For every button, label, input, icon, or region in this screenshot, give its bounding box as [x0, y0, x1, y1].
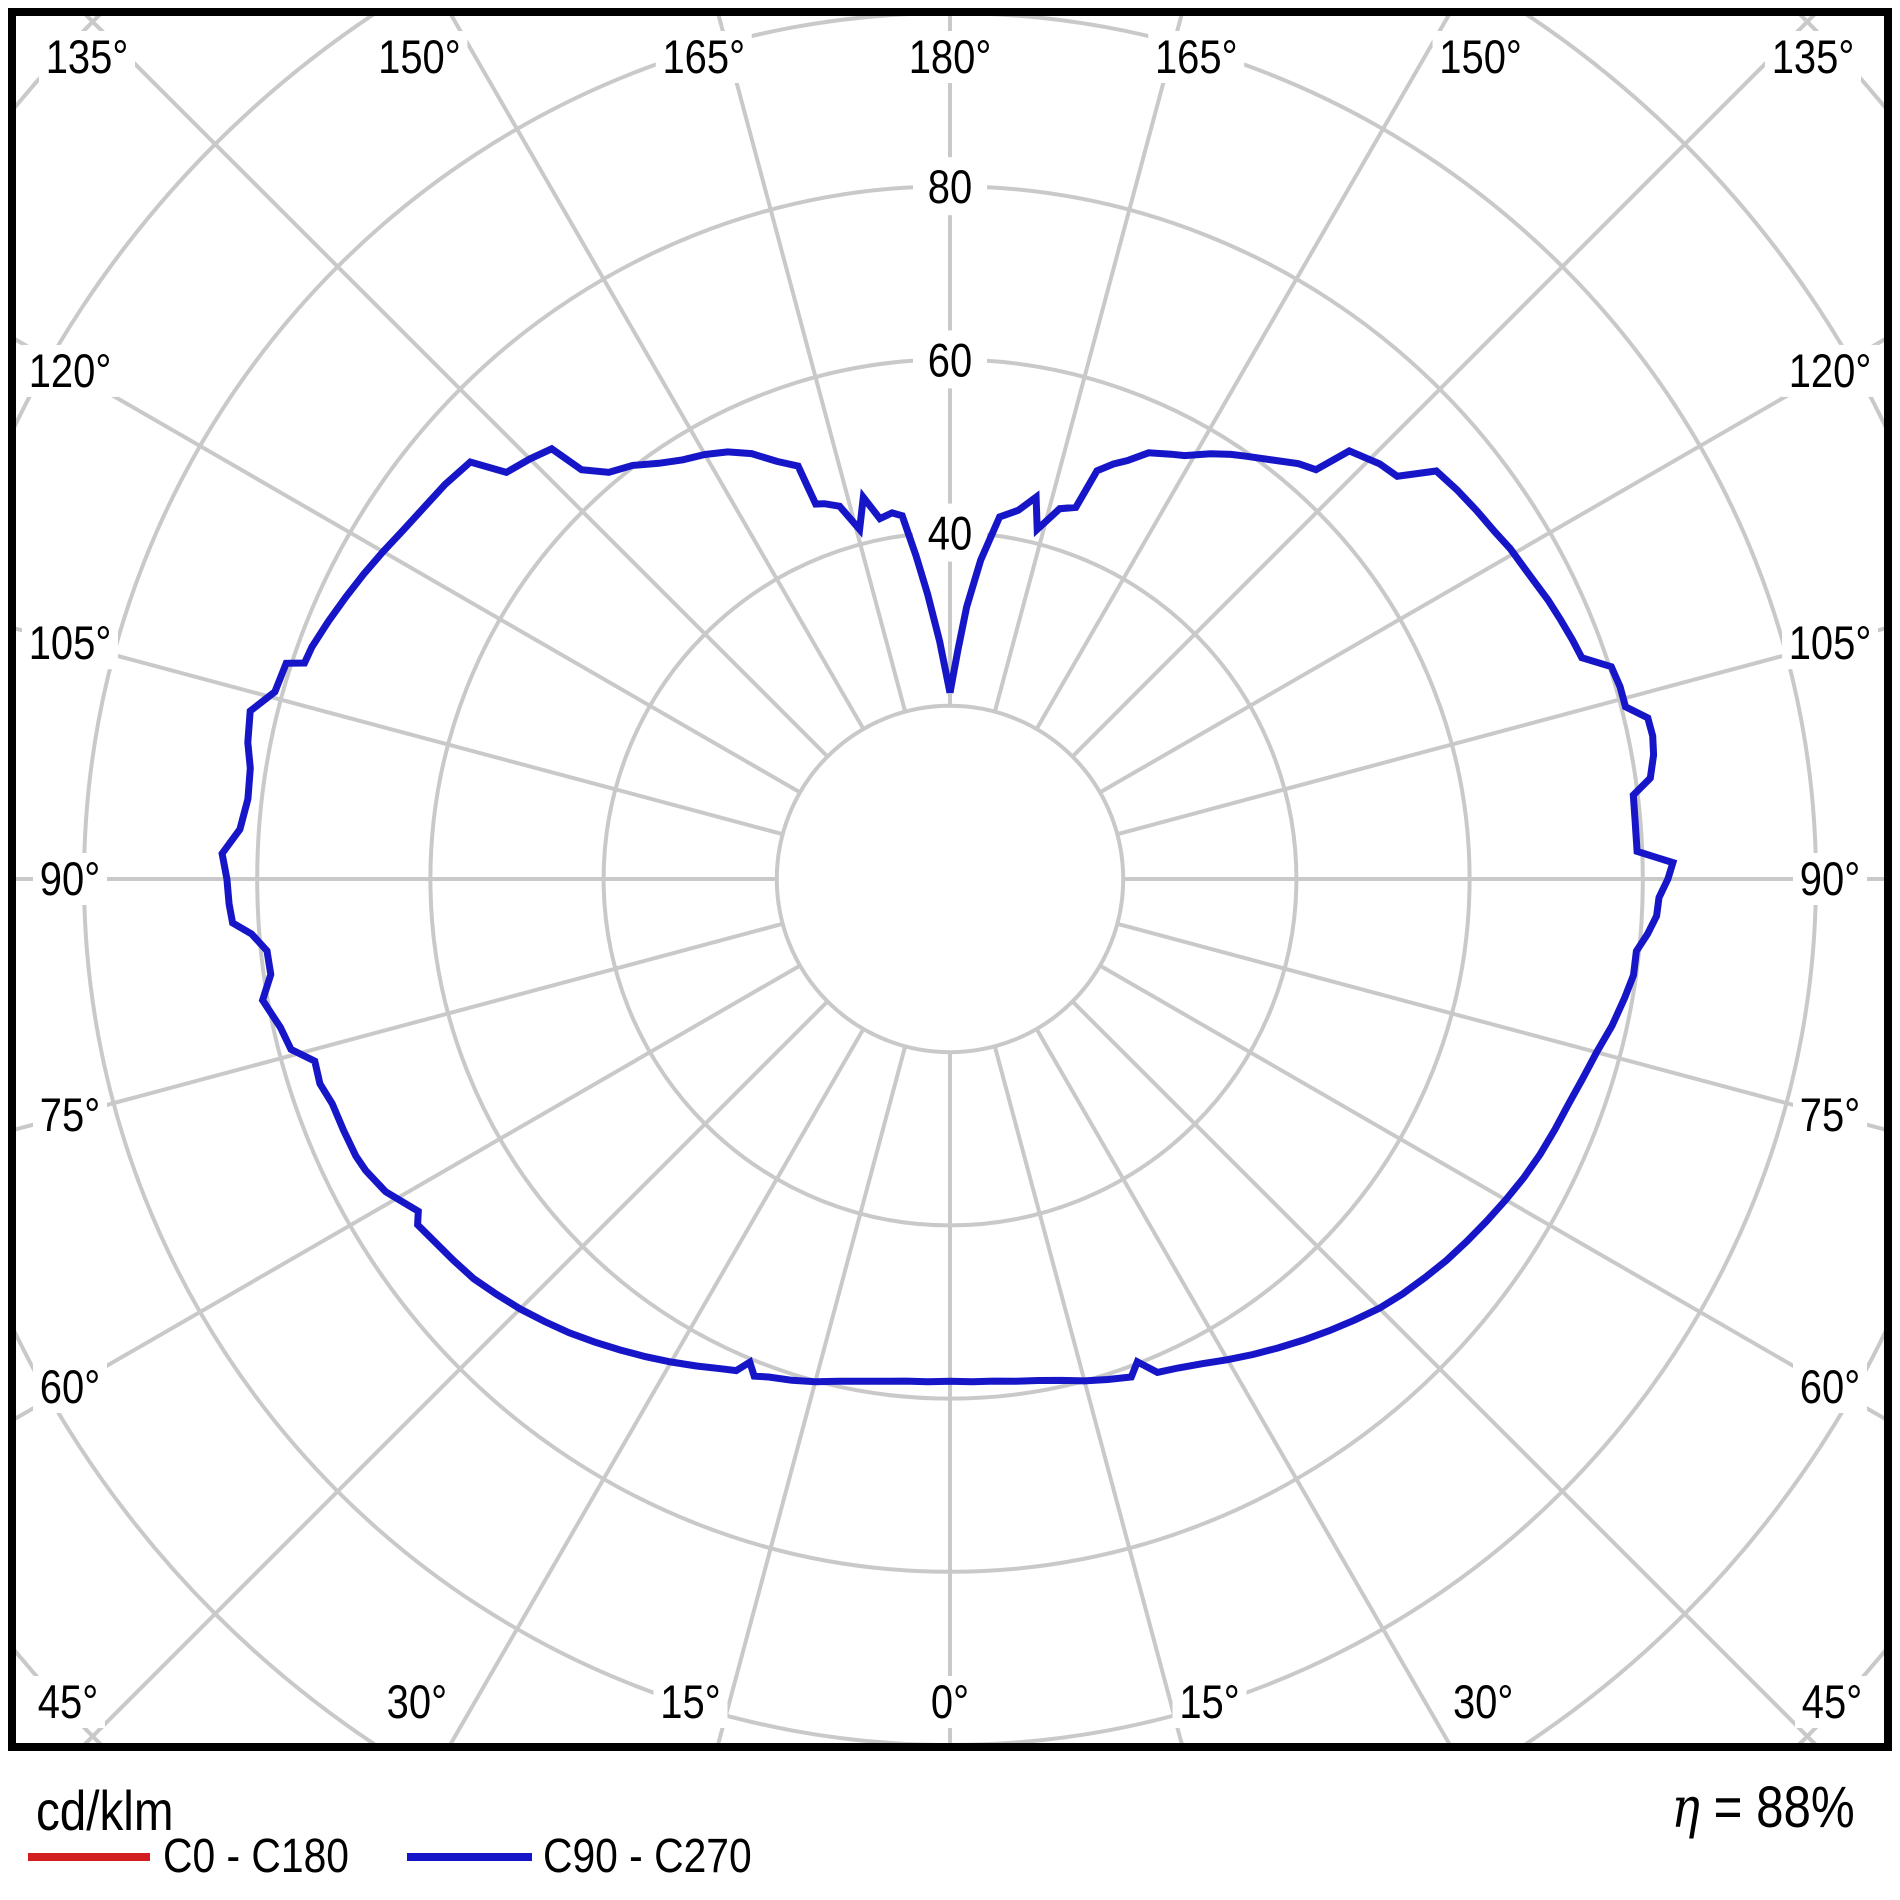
label-gap: [1782, 344, 1878, 397]
label-gap: [33, 853, 107, 905]
label-gap: [655, 31, 752, 83]
angle-label-90-left: 90°: [40, 854, 100, 906]
label-gap: [33, 1361, 107, 1414]
label-gap: [1782, 617, 1878, 670]
legend-line-c90-c270: [407, 1853, 532, 1861]
grid-spoke-300: [15, 963, 802, 1422]
angle-label-15-left: 15°: [660, 1677, 720, 1729]
grid-circle-20: [774, 703, 1126, 1055]
label-gap: [913, 330, 987, 389]
label-gap: [33, 1088, 107, 1141]
grid-spoke-60: [1098, 963, 1885, 1422]
label-gap: [1793, 853, 1867, 905]
label-gap: [1793, 1088, 1867, 1141]
grid-spoke-225: [83, 15, 829, 758]
grid-spoke-45: [1071, 1000, 1818, 1744]
label-gap: [913, 503, 987, 562]
efficiency-label: η = 88%: [1639, 1774, 1855, 1841]
grid-spoke-330: [448, 1027, 866, 1744]
grid-spoke-255: [15, 626, 784, 837]
radial-tick-80: 80: [928, 162, 972, 214]
grid-spoke-75: [1116, 921, 1885, 1132]
grid-spoke-315: [82, 1000, 829, 1744]
label-gap: [1446, 1676, 1521, 1728]
angle-label-75-left: 75°: [40, 1090, 100, 1142]
eta-symbol: η: [1671, 1776, 1701, 1841]
label-gap: [902, 31, 998, 83]
grid-spoke-120: [1098, 336, 1885, 795]
label-gap: [22, 344, 118, 397]
angle-label-165-right: 165°: [1155, 32, 1238, 84]
grid-spoke-135: [1071, 15, 1817, 758]
label-gap: [653, 1676, 728, 1728]
eta-value: = 88%: [1713, 1775, 1855, 1840]
label-gap: [1148, 31, 1245, 83]
label-gap: [1172, 1676, 1247, 1728]
angle-label-135-left: 135°: [46, 32, 129, 84]
plot-frame: [8, 8, 1892, 1751]
label-gap: [379, 1676, 454, 1728]
angle-label-150-left: 150°: [378, 32, 461, 84]
angle-label-90-right: 90°: [1800, 854, 1860, 906]
grid-spoke-345: [716, 1045, 908, 1744]
angle-label-135-right: 135°: [1772, 32, 1855, 84]
label-gap: [1432, 31, 1529, 83]
radial-tick-60: 60: [928, 335, 972, 387]
angle-label-15-right: 15°: [1179, 1677, 1239, 1729]
angle-label-30-right: 30°: [1453, 1677, 1513, 1729]
angle-label-0: 0°: [931, 1677, 969, 1729]
legend-label-c0-c180: C0 - C180: [163, 1830, 349, 1883]
label-gap: [1793, 1361, 1867, 1414]
angle-label-75-right: 75°: [1800, 1090, 1860, 1142]
grid-spoke-195: [716, 15, 908, 713]
grid-spoke-165: [992, 15, 1184, 713]
angle-label-165-left: 165°: [662, 32, 745, 84]
angle-label-120-left: 120°: [29, 346, 112, 398]
grid-spoke-240: [15, 336, 802, 795]
label-gap: [31, 1676, 105, 1728]
label-gap: [39, 31, 135, 83]
label-gap: [371, 31, 468, 83]
angle-label-30-left: 30°: [387, 1677, 447, 1729]
grid-spoke-150: [1034, 15, 1452, 731]
angle-label-105-left: 105°: [29, 618, 112, 670]
angle-label-120-right: 120°: [1789, 346, 1872, 398]
label-gap: [924, 1676, 976, 1728]
grid-spoke-15: [992, 1045, 1184, 1744]
angle-label-45-right: 45°: [1802, 1677, 1862, 1729]
grid-spoke-30: [1034, 1027, 1452, 1744]
grid-spoke-105: [1116, 626, 1885, 837]
curve-C90-C270: [218, 444, 1678, 1386]
angle-label-180: 180°: [909, 32, 992, 84]
label-gap: [22, 617, 118, 670]
label-gap: [1765, 31, 1861, 83]
grid-spoke-210: [448, 15, 866, 731]
legend-label-c90-c270: C90 - C270: [543, 1830, 752, 1883]
legend: C0 - C180 C90 - C270: [0, 1832, 1900, 1882]
radial-unit-label: cd/klm: [36, 1779, 174, 1842]
grid-spoke-285: [15, 921, 784, 1132]
label-gap: [1795, 1676, 1869, 1728]
angle-label-60-right: 60°: [1800, 1362, 1860, 1414]
angle-label-150-right: 150°: [1439, 32, 1522, 84]
angle-label-45-left: 45°: [38, 1677, 98, 1729]
legend-line-c0-c180: [28, 1853, 150, 1861]
angle-label-60-left: 60°: [40, 1362, 100, 1414]
radial-tick-40: 40: [928, 509, 972, 561]
angle-label-105-right: 105°: [1789, 618, 1872, 670]
label-gap: [913, 157, 987, 216]
